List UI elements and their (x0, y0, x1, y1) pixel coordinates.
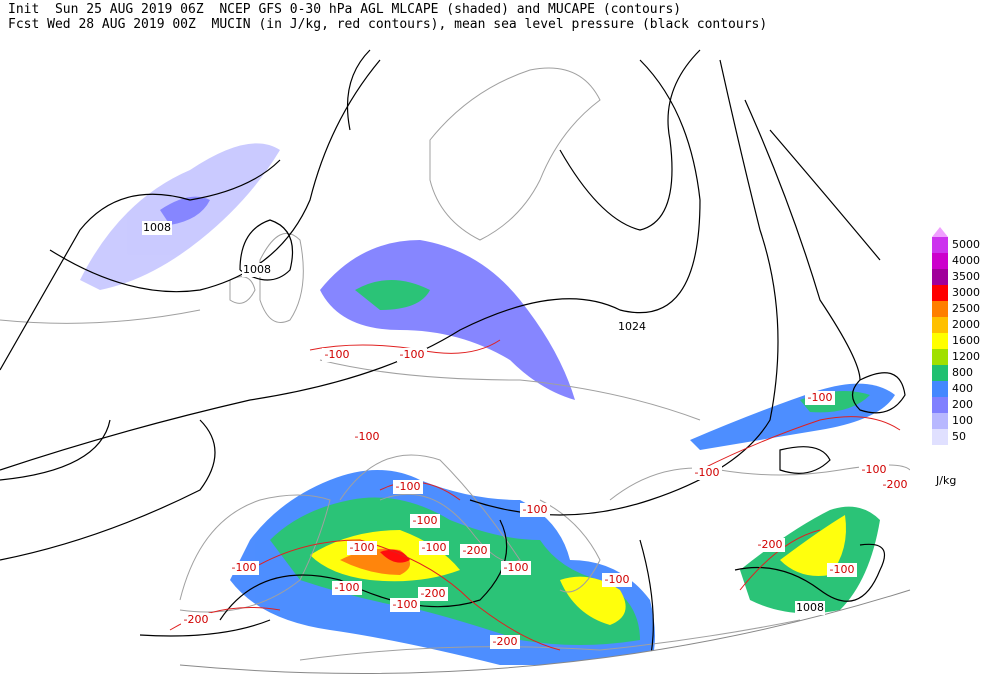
colorbar-swatch (932, 413, 948, 429)
label-box (755, 538, 785, 552)
contour-label: -100 (396, 480, 421, 493)
colorbar-swatch (932, 381, 948, 397)
colorbar-swatch (932, 317, 948, 333)
contour-label: -100 (400, 348, 425, 361)
label-box (352, 430, 382, 444)
colorbar-swatch (932, 397, 948, 413)
colorbar-label: 1200 (952, 350, 980, 363)
contour-label: 1008 (796, 601, 824, 614)
label-box (397, 348, 427, 362)
colorbar-label: 3500 (952, 270, 980, 283)
colorbar: 5000 4000 3500 3000 2500 2000 1600 1200 800 400 20… (932, 227, 980, 487)
colorbar-swatch (932, 365, 948, 381)
contour-label: -100 (393, 598, 418, 611)
colorbar-unit: J/kg (935, 474, 956, 487)
label-box (410, 514, 440, 528)
colorbar-swatch (932, 269, 948, 285)
contour-label: 1024 (618, 320, 646, 333)
label-box (142, 221, 172, 235)
contour-label: -100 (862, 463, 887, 476)
contour-label: -100 (523, 503, 548, 516)
contour-label: -100 (325, 348, 350, 361)
colorbar-label: 400 (952, 382, 973, 395)
contour-label: -100 (355, 430, 380, 443)
label-box (393, 480, 423, 494)
label-box (229, 561, 259, 575)
contour-label: -100 (808, 391, 833, 404)
coastlines (0, 67, 910, 661)
colorbar-swatch (932, 253, 948, 269)
label-box (617, 320, 647, 334)
label-box (805, 391, 835, 405)
contour-label: -100 (413, 514, 438, 527)
label-box (490, 635, 520, 649)
label-box (419, 541, 449, 555)
label-box (347, 541, 377, 555)
colorbar-label: 1600 (952, 334, 980, 347)
colorbar-arrow (932, 227, 948, 237)
label-box (242, 263, 272, 277)
label-box (418, 587, 448, 601)
label-box (181, 613, 211, 627)
domain-edge (179, 589, 911, 674)
cape-shading (80, 143, 895, 665)
colorbar-swatch (932, 349, 948, 365)
colorbar-label: 5000 (952, 238, 980, 251)
label-box (501, 561, 531, 575)
contour-label: -100 (830, 563, 855, 576)
label-box (602, 573, 632, 587)
contour-label: -100 (422, 541, 447, 554)
contour-label: -100 (695, 466, 720, 479)
colorbar-swatch (932, 285, 948, 301)
label-box (827, 563, 857, 577)
contour-label: -100 (335, 581, 360, 594)
label-box (322, 348, 352, 362)
colorbar-label: 800 (952, 366, 973, 379)
colorbar-swatch (932, 237, 948, 253)
colorbar-label: 50 (952, 430, 966, 443)
label-box (390, 598, 420, 612)
contour-label: 1008 (143, 221, 171, 234)
label-box (880, 478, 910, 492)
label-box (859, 463, 889, 477)
colorbar-label: 2000 (952, 318, 980, 331)
colorbar-swatch (932, 301, 948, 317)
contour-label: 1008 (243, 263, 271, 276)
colorbar-swatch (932, 333, 948, 349)
label-box (692, 466, 722, 480)
label-box (332, 581, 362, 595)
label-box (460, 544, 490, 558)
contour-label: -100 (605, 573, 630, 586)
contour-label: -100 (232, 561, 257, 574)
contour-label: -100 (504, 561, 529, 574)
colorbar-swatch (932, 429, 948, 445)
contour-label: -100 (350, 541, 375, 554)
contour-label: -200 (883, 478, 908, 491)
contour-label: -200 (758, 538, 783, 551)
label-box (795, 601, 825, 615)
contour-label: -200 (463, 544, 488, 557)
header-line: Fcst Wed 28 AUG 2019 00Z MUCIN (in J/kg,… (8, 17, 768, 32)
header-line: Init Sun 25 AUG 2019 06Z NCEP GFS 0-30 h… (8, 2, 682, 17)
contour-label: -200 (493, 635, 518, 648)
map-area (0, 49, 910, 665)
colorbar-label: 200 (952, 398, 973, 411)
colorbar-label: 100 (952, 414, 973, 427)
contour-label: -200 (421, 587, 446, 600)
contour-label: -200 (184, 613, 209, 626)
colorbar-label: 4000 (952, 254, 980, 267)
label-box (520, 503, 550, 517)
contour-labels: 1008 1008 1024 1008 -100 -100 -100 -100 -100 -100… (142, 221, 910, 649)
colorbar-label: 3000 (952, 286, 980, 299)
colorbar-label: 2500 (952, 302, 980, 315)
